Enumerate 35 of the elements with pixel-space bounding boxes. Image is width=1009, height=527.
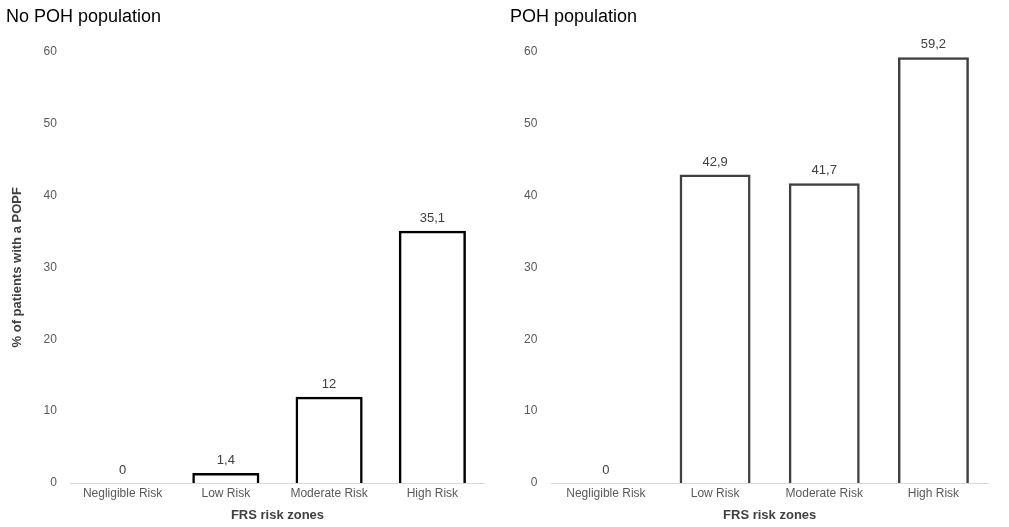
x-tick-label: Moderate Risk	[290, 485, 369, 500]
data-label: 42,9	[702, 153, 728, 169]
data-label: 35,1	[419, 209, 446, 225]
chart-title: No POH population	[6, 5, 162, 26]
y-axis-title: % of patients with a POPF	[9, 187, 25, 348]
y-tick-label: 10	[43, 403, 58, 418]
y-tick-label: 60	[43, 43, 58, 58]
x-tick-label: High Risk	[406, 485, 460, 500]
data-label: 0	[602, 462, 610, 478]
x-tick-label: High Risk	[907, 485, 961, 500]
y-tick-label: 20	[523, 331, 538, 346]
data-label: 0	[118, 462, 127, 478]
chart-title: POH population	[510, 5, 638, 26]
y-tick-label: 40	[43, 187, 58, 202]
y-tick-label: 0	[50, 475, 58, 490]
x-tick-label: Moderate Risk	[785, 485, 864, 500]
x-tick-label: Low Risk	[201, 485, 252, 500]
y-tick-label: 30	[43, 259, 58, 274]
data-label: 41,7	[811, 162, 837, 178]
y-tick-label: 50	[43, 115, 58, 130]
x-axis-title: FRS risk zones	[230, 506, 325, 522]
x-tick-label: Negligible Risk	[566, 485, 647, 500]
data-label: 12	[321, 375, 337, 391]
x-tick-label: Low Risk	[690, 485, 741, 500]
y-tick-label: 50	[523, 115, 538, 130]
y-tick-label: 10	[523, 403, 538, 418]
data-label: 1,4	[216, 452, 235, 468]
y-tick-label: 60	[523, 43, 538, 58]
y-tick-label: 0	[530, 475, 538, 490]
x-tick-label: Negligible Risk	[82, 485, 164, 500]
x-axis-title: FRS risk zones	[723, 506, 817, 522]
y-tick-label: 40	[523, 187, 538, 202]
y-tick-label: 20	[43, 331, 58, 346]
data-label: 59,2	[920, 36, 947, 52]
y-tick-label: 30	[523, 259, 538, 274]
